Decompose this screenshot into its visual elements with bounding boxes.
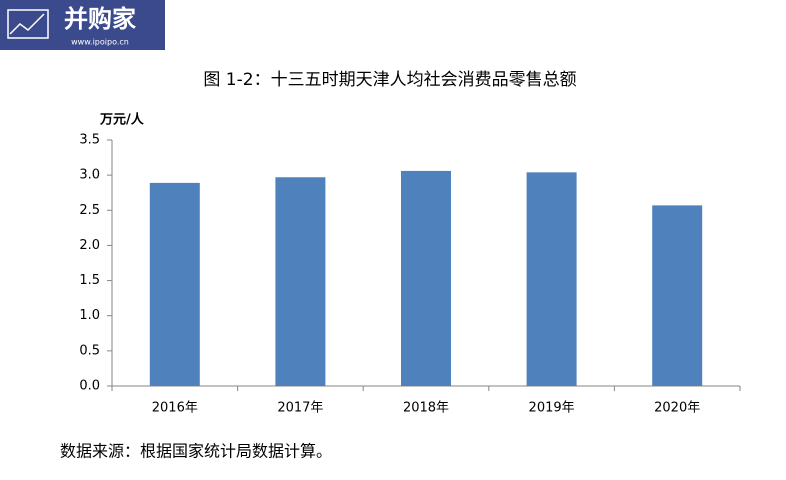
x-tick-label: 2017年	[277, 401, 323, 416]
logo-name: 并购家	[64, 5, 136, 33]
bar	[526, 172, 577, 386]
y-tick-label: 2.0	[79, 238, 100, 253]
y-tick-label: 0.0	[79, 379, 100, 394]
y-tick-label: 2.5	[79, 203, 100, 218]
y-tick-label: 0.5	[79, 343, 100, 358]
chart-title: 图 1-2：十三五时期天津人均社会消费品零售总额	[203, 70, 576, 90]
x-tick-label: 2018年	[403, 401, 449, 416]
x-tick-label: 2019年	[529, 401, 575, 416]
bar	[149, 182, 200, 386]
logo-icon	[7, 9, 49, 39]
y-tick-label: 3.0	[79, 168, 100, 183]
logo-bg	[0, 0, 165, 50]
bar	[275, 177, 326, 386]
bar	[652, 205, 703, 386]
x-tick-label: 2020年	[654, 401, 700, 416]
y-tick-label: 1.5	[79, 273, 100, 288]
source-note: 数据来源：根据国家统计局数据计算。	[60, 442, 332, 461]
logo-url: www.ipoipo.cn	[71, 38, 129, 47]
y-axis-label: 万元/人	[99, 112, 145, 128]
y-tick-label: 3.5	[79, 133, 100, 148]
y-tick-label: 1.0	[79, 308, 100, 323]
bar	[401, 170, 451, 386]
x-tick-label: 2016年	[152, 401, 198, 416]
